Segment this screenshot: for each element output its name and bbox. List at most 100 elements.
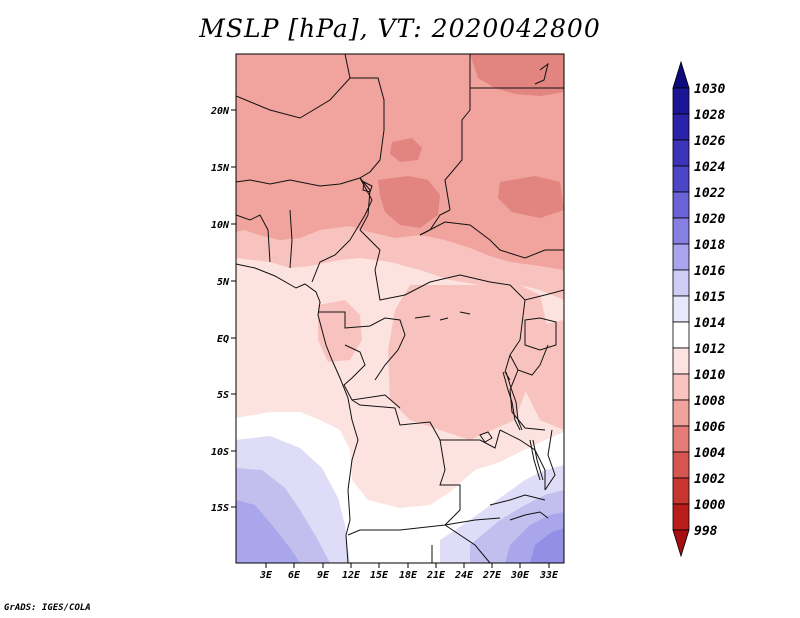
colorbar-label: 1008 (694, 394, 725, 409)
lon-label: 9E (317, 570, 330, 581)
map-frame (235, 53, 565, 564)
colorbar-label: 1010 (694, 368, 725, 383)
border-niger-nigeria (236, 177, 361, 187)
colorbar-swatch (672, 477, 690, 505)
lon-label: 18E (399, 570, 418, 581)
colorbar-swatch (672, 165, 690, 193)
lake-chad (362, 181, 373, 193)
field-1006-libya (470, 54, 564, 96)
colorbar-label: 1015 (694, 290, 725, 305)
border-mozambique (544, 429, 556, 491)
border-nigeria-cameroon (311, 177, 373, 283)
pressure-field (236, 54, 564, 563)
colorbar-label: 1004 (694, 446, 725, 461)
colorbar-swatch (672, 113, 690, 141)
lon-label: 21E (426, 570, 446, 581)
colorbar-label: 1020 (694, 212, 725, 227)
border-angola-zambia (439, 439, 461, 526)
colorbar-swatch (672, 243, 690, 271)
colorbar-label: 1022 (694, 186, 725, 201)
colorbar-swatch (672, 321, 690, 349)
border-zambia-zimbabwe (489, 494, 546, 506)
colorbar-swatch (672, 373, 690, 401)
field-1006-sudan (498, 176, 564, 218)
border-drc-angola (351, 399, 501, 449)
lake-malawi (529, 439, 544, 481)
colorbar-label: 1026 (694, 134, 725, 149)
lon-label: 15E (370, 570, 389, 581)
border-car-south (374, 249, 491, 301)
lat-ticks (231, 109, 236, 508)
field-1006-sahara (390, 138, 422, 162)
lat-label: 20N (210, 106, 230, 117)
colorbar: 1030 1028 1026 1024 1022 1020 1018 1016 1015 1014… (672, 60, 725, 558)
field-1010-congo (388, 285, 548, 440)
colorbar-swatch (672, 60, 690, 89)
colorbar-label: 1030 (694, 82, 725, 97)
lat-label: 15N (211, 163, 230, 174)
border-gabon-congo (318, 311, 406, 381)
border-namibia-botswana (431, 524, 491, 563)
field-1014-south-island (356, 428, 470, 495)
colorbar-label: 1028 (694, 108, 725, 123)
colorbar-label: 1000 (694, 498, 725, 513)
lon-label: 33E (539, 570, 559, 581)
colorbar-swatch (672, 451, 690, 479)
border-chad-niger (359, 159, 381, 251)
lon-label: 3E (259, 570, 273, 581)
border-angola-namibia (347, 517, 501, 536)
lon-label: 6E (288, 570, 301, 581)
lon-label: 12E (342, 570, 361, 581)
field-1010-gabon (318, 300, 362, 362)
country-borders (236, 54, 564, 563)
colorbar-label: 1002 (694, 472, 725, 487)
congo-lakes (414, 311, 471, 321)
colorbar-swatch (672, 139, 690, 167)
colorbar-swatch (672, 295, 690, 323)
colorbar-label: 1024 (694, 160, 725, 175)
colorbar-swatch (672, 503, 690, 531)
colorbar-swatch (672, 399, 690, 427)
colorbar-label: 1012 (694, 342, 725, 357)
colorbar-swatch (672, 425, 690, 453)
lon-ticks (265, 563, 550, 568)
grads-credit: GrADS: IGES/COLA (4, 603, 91, 613)
colorbar-label: 1018 (694, 238, 725, 253)
lake-victoria (524, 317, 557, 351)
lat-label: 10N (211, 220, 230, 231)
lat-label: 5S (217, 390, 229, 401)
border-benin-togo (236, 209, 293, 269)
colorbar-label: 998 (694, 524, 718, 539)
lat-label: 15S (211, 503, 229, 514)
colorbar-swatch (672, 269, 690, 297)
colorbar-swatch (672, 191, 690, 219)
field-1018-south (236, 500, 300, 563)
field-1020-east (530, 528, 564, 563)
border-rwanda-burundi (504, 354, 511, 381)
zambia-lakes (479, 431, 549, 521)
field-1006-chad (378, 176, 440, 228)
nile-coast (534, 62, 549, 85)
colorbar-swatch (672, 87, 690, 115)
border-libya-chad-sudan (344, 54, 471, 211)
colorbar-label: 1014 (694, 316, 725, 331)
lat-label: 10S (211, 447, 229, 458)
lon-label: 24E (454, 570, 474, 581)
lake-tanganyika (502, 371, 523, 431)
lon-label: 27E (482, 570, 502, 581)
map-title: MSLP [hPa], VT: 2020042800 (199, 14, 601, 43)
lon-labels: 3E 6E 9E 12E 15E 18E 21E 24E 27E 30E 33E (259, 570, 559, 581)
border-sudan-south-sudan (419, 221, 564, 259)
colorbar-swatch (672, 529, 690, 558)
lat-label: EQ (217, 334, 229, 345)
colorbar-label: 1006 (694, 420, 725, 435)
border-tanzania (509, 369, 546, 431)
lat-labels: 20N 15N 10N 5N EQ 5S 10S 15S (210, 106, 230, 514)
colorbar-label: 1016 (694, 264, 725, 279)
lon-label: 30E (510, 570, 530, 581)
lat-label: 5N (217, 277, 230, 288)
coastline-west (236, 263, 359, 563)
colorbar-swatch (672, 347, 690, 375)
border-congo-drc (343, 344, 401, 409)
colorbar-swatch (672, 217, 690, 245)
